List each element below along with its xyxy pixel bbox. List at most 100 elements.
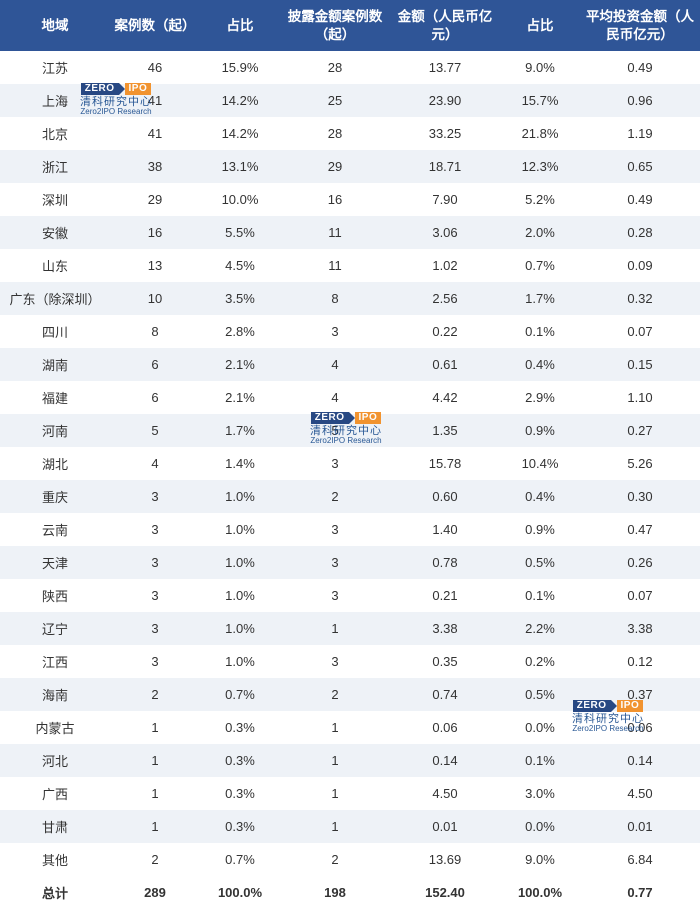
cell-amount: 13.77 xyxy=(390,51,500,84)
cell-avg: 0.14 xyxy=(580,744,700,777)
cell-disc_cases: 4 xyxy=(280,348,390,381)
cell-disc_cases: 16 xyxy=(280,183,390,216)
cell-amount: 0.22 xyxy=(390,315,500,348)
cell-amount: 0.01 xyxy=(390,810,500,843)
cell-pct1: 0.7% xyxy=(200,678,280,711)
cell-pct2: 2.9% xyxy=(500,381,580,414)
cell-pct2: 0.1% xyxy=(500,579,580,612)
table-total-row: 总计289100.0%198152.40100.0%0.77 xyxy=(0,876,700,909)
cell-avg: 0.28 xyxy=(580,216,700,249)
col-avg-header: 平均投资金额（人民币亿元） xyxy=(580,0,700,51)
cell-avg: 0.65 xyxy=(580,150,700,183)
cell-pct1: 0.7% xyxy=(200,843,280,876)
cell-pct2: 12.3% xyxy=(500,150,580,183)
cell-avg: 0.47 xyxy=(580,513,700,546)
table-row: 江苏4615.9%2813.779.0%0.49 xyxy=(0,51,700,84)
cell-disc_cases: 1 xyxy=(280,810,390,843)
cell-region: 四川 xyxy=(0,315,110,348)
cell-pct1: 2.1% xyxy=(200,381,280,414)
cell-avg: 0.96 xyxy=(580,84,700,117)
cell-cases: 41 xyxy=(110,117,200,150)
cell-cases: 3 xyxy=(110,480,200,513)
cell-cases: 3 xyxy=(110,513,200,546)
table-row: 北京4114.2%2833.2521.8%1.19 xyxy=(0,117,700,150)
cell-disc_cases: 2 xyxy=(280,480,390,513)
cell-pct1: 1.0% xyxy=(200,579,280,612)
cell-cases: 4 xyxy=(110,447,200,480)
cell-pct1: 1.7% xyxy=(200,414,280,447)
cell-pct1: 0.3% xyxy=(200,777,280,810)
cell-cases: 10 xyxy=(110,282,200,315)
cell-disc_cases: 25 xyxy=(280,84,390,117)
table-row: 山东134.5%111.020.7%0.09 xyxy=(0,249,700,282)
cell-avg: 0.32 xyxy=(580,282,700,315)
cell-avg: 0.49 xyxy=(580,51,700,84)
cell-amount: 0.06 xyxy=(390,711,500,744)
col-cases-header: 案例数（起） xyxy=(110,0,200,51)
cell-pct2: 0.4% xyxy=(500,480,580,513)
cell-avg: 0.30 xyxy=(580,480,700,513)
cell-amount: 0.21 xyxy=(390,579,500,612)
cell-disc_cases: 11 xyxy=(280,249,390,282)
cell-pct1: 2.8% xyxy=(200,315,280,348)
cell-avg: 0.07 xyxy=(580,579,700,612)
cell-pct1: 1.0% xyxy=(200,513,280,546)
col-amount-header: 金额（人民币亿元） xyxy=(390,0,500,51)
cell-pct2: 0.5% xyxy=(500,678,580,711)
cell-amount: 0.74 xyxy=(390,678,500,711)
cell-amount: 0.60 xyxy=(390,480,500,513)
cell-pct2: 3.0% xyxy=(500,777,580,810)
cell-avg: 0.15 xyxy=(580,348,700,381)
cell-pct2: 5.2% xyxy=(500,183,580,216)
table-row: 重庆31.0%20.600.4%0.30 xyxy=(0,480,700,513)
cell-region: 湖北 xyxy=(0,447,110,480)
cell-pct1: 1.0% xyxy=(200,645,280,678)
cell-disc_cases: 3 xyxy=(280,315,390,348)
cell-avg: 6.84 xyxy=(580,843,700,876)
cell-amount: 4.42 xyxy=(390,381,500,414)
cell-region: 上海 xyxy=(0,84,110,117)
cell-region: 其他 xyxy=(0,843,110,876)
cell-region: 甘肃 xyxy=(0,810,110,843)
cell-amount: 4.50 xyxy=(390,777,500,810)
cell-disc_cases: 8 xyxy=(280,282,390,315)
cell-region: 浙江 xyxy=(0,150,110,183)
cell-region: 江西 xyxy=(0,645,110,678)
cell-disc_cases: 4 xyxy=(280,381,390,414)
cell-disc_cases: 1 xyxy=(280,777,390,810)
cell-disc_cases: 2 xyxy=(280,843,390,876)
cell-avg: 0.37 xyxy=(580,678,700,711)
cell-pct1: 15.9% xyxy=(200,51,280,84)
cell-avg: 0.12 xyxy=(580,645,700,678)
cell-avg: 0.26 xyxy=(580,546,700,579)
table-header: 地域 案例数（起） 占比 披露金额案例数（起） 金额（人民币亿元） 占比 平均投… xyxy=(0,0,700,51)
table-row: 河北10.3%10.140.1%0.14 xyxy=(0,744,700,777)
cell-region: 广东（除深圳） xyxy=(0,282,110,315)
cell-region: 天津 xyxy=(0,546,110,579)
cell-disc_cases: 1 xyxy=(280,744,390,777)
table-row: 辽宁31.0%13.382.2%3.38 xyxy=(0,612,700,645)
cell-cases: 16 xyxy=(110,216,200,249)
table-row: 河南51.7%51.350.9%0.27 xyxy=(0,414,700,447)
cell-amount: 18.71 xyxy=(390,150,500,183)
cell-amount: 2.56 xyxy=(390,282,500,315)
cell-pct1: 0.3% xyxy=(200,711,280,744)
cell-pct1: 1.0% xyxy=(200,480,280,513)
table-row: 安徽165.5%113.062.0%0.28 xyxy=(0,216,700,249)
cell-pct2: 1.7% xyxy=(500,282,580,315)
cell-region: 内蒙古 xyxy=(0,711,110,744)
cell-amount: 1.02 xyxy=(390,249,500,282)
cell-pct1: 2.1% xyxy=(200,348,280,381)
table-row: 海南20.7%20.740.5%0.37 xyxy=(0,678,700,711)
cell-pct1: 0.3% xyxy=(200,744,280,777)
cell-disc_cases: 3 xyxy=(280,513,390,546)
cell-cases: 3 xyxy=(110,546,200,579)
cell-pct2: 0.0% xyxy=(500,711,580,744)
cell-cases: 3 xyxy=(110,645,200,678)
cell-avg: 1.19 xyxy=(580,117,700,150)
cell-disc_cases: 3 xyxy=(280,645,390,678)
cell-region: 福建 xyxy=(0,381,110,414)
table-row: 湖北41.4%315.7810.4%5.26 xyxy=(0,447,700,480)
cell-cases: 41 xyxy=(110,84,200,117)
cell-pct2: 10.4% xyxy=(500,447,580,480)
